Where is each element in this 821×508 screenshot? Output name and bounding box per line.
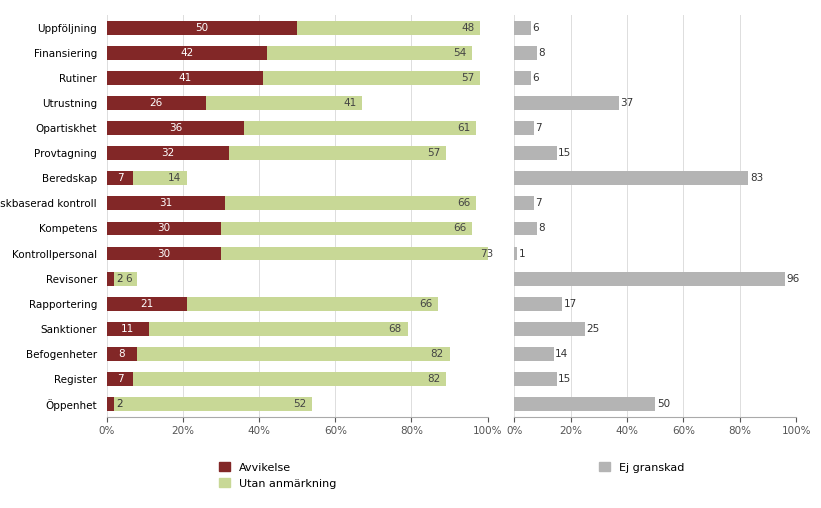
Text: 54: 54 — [453, 48, 466, 58]
Text: 2: 2 — [117, 274, 123, 283]
Text: 8: 8 — [539, 224, 545, 234]
Text: 57: 57 — [461, 73, 475, 83]
Bar — [221, 246, 499, 261]
Text: 6: 6 — [533, 73, 539, 83]
Legend: Avvikelse, Utan anmärkning: Avvikelse, Utan anmärkning — [219, 462, 337, 489]
Text: 66: 66 — [453, 224, 466, 234]
Bar — [514, 272, 785, 285]
Bar — [107, 21, 297, 35]
Text: 61: 61 — [457, 123, 470, 133]
Text: 14: 14 — [167, 173, 181, 183]
Text: 52: 52 — [293, 399, 307, 409]
Bar — [107, 246, 221, 261]
Text: 15: 15 — [558, 374, 571, 384]
Bar — [114, 272, 137, 285]
Text: 26: 26 — [149, 98, 163, 108]
Text: 2: 2 — [117, 399, 123, 409]
Text: 82: 82 — [427, 374, 440, 384]
Bar — [133, 372, 446, 386]
Text: 31: 31 — [159, 198, 172, 208]
Bar — [107, 121, 244, 135]
Bar — [514, 397, 655, 411]
Text: 7: 7 — [535, 123, 542, 133]
Text: 15: 15 — [558, 148, 571, 158]
Text: 68: 68 — [388, 324, 402, 334]
Bar — [514, 146, 557, 160]
Text: 1: 1 — [518, 248, 525, 259]
Bar — [514, 297, 562, 310]
Bar — [263, 71, 480, 85]
Bar — [206, 96, 362, 110]
Text: 6: 6 — [125, 274, 131, 283]
Text: 14: 14 — [555, 349, 568, 359]
Bar — [107, 96, 206, 110]
Bar — [514, 121, 534, 135]
Text: 42: 42 — [180, 48, 194, 58]
Bar — [514, 372, 557, 386]
Bar — [107, 322, 149, 336]
Text: 11: 11 — [121, 324, 135, 334]
Bar — [107, 297, 186, 310]
Bar — [107, 347, 137, 361]
Bar — [514, 171, 749, 185]
Text: 36: 36 — [168, 123, 182, 133]
Bar — [514, 46, 537, 60]
Bar — [221, 221, 472, 235]
Text: 30: 30 — [158, 224, 171, 234]
Text: 17: 17 — [563, 299, 577, 309]
Text: 41: 41 — [343, 98, 356, 108]
Text: 6: 6 — [533, 23, 539, 33]
Legend: Ej granskad: Ej granskad — [599, 462, 684, 472]
Bar — [225, 197, 476, 210]
Text: 25: 25 — [586, 324, 599, 334]
Bar — [149, 322, 408, 336]
Text: 83: 83 — [750, 173, 763, 183]
Text: 96: 96 — [787, 274, 800, 283]
Bar — [244, 121, 476, 135]
Bar — [514, 221, 537, 235]
Bar — [514, 197, 534, 210]
Bar — [514, 347, 553, 361]
Text: 50: 50 — [657, 399, 670, 409]
Bar — [107, 171, 133, 185]
Bar — [107, 146, 228, 160]
Text: 66: 66 — [420, 299, 433, 309]
Bar — [514, 96, 618, 110]
Bar — [514, 21, 531, 35]
Bar — [228, 146, 446, 160]
Bar — [137, 347, 450, 361]
Text: 8: 8 — [119, 349, 126, 359]
Text: 41: 41 — [178, 73, 191, 83]
Bar — [297, 21, 480, 35]
Text: 50: 50 — [195, 23, 209, 33]
Text: 7: 7 — [535, 198, 542, 208]
Text: 30: 30 — [158, 248, 171, 259]
Bar — [186, 297, 438, 310]
Text: 82: 82 — [430, 349, 444, 359]
Text: 7: 7 — [117, 173, 123, 183]
Bar — [107, 272, 114, 285]
Text: 66: 66 — [457, 198, 470, 208]
Bar — [107, 221, 221, 235]
Bar — [107, 397, 114, 411]
Text: 57: 57 — [427, 148, 440, 158]
Text: 73: 73 — [480, 248, 493, 259]
Bar — [514, 322, 585, 336]
Bar — [107, 71, 263, 85]
Bar — [514, 71, 531, 85]
Text: 7: 7 — [117, 374, 123, 384]
Bar — [107, 197, 225, 210]
Bar — [514, 246, 517, 261]
Text: 21: 21 — [140, 299, 154, 309]
Bar — [114, 397, 313, 411]
Text: 37: 37 — [620, 98, 633, 108]
Text: 8: 8 — [539, 48, 545, 58]
Text: 32: 32 — [161, 148, 174, 158]
Bar — [267, 46, 472, 60]
Bar — [133, 171, 186, 185]
Bar — [107, 46, 267, 60]
Text: 48: 48 — [461, 23, 475, 33]
Bar — [107, 372, 133, 386]
